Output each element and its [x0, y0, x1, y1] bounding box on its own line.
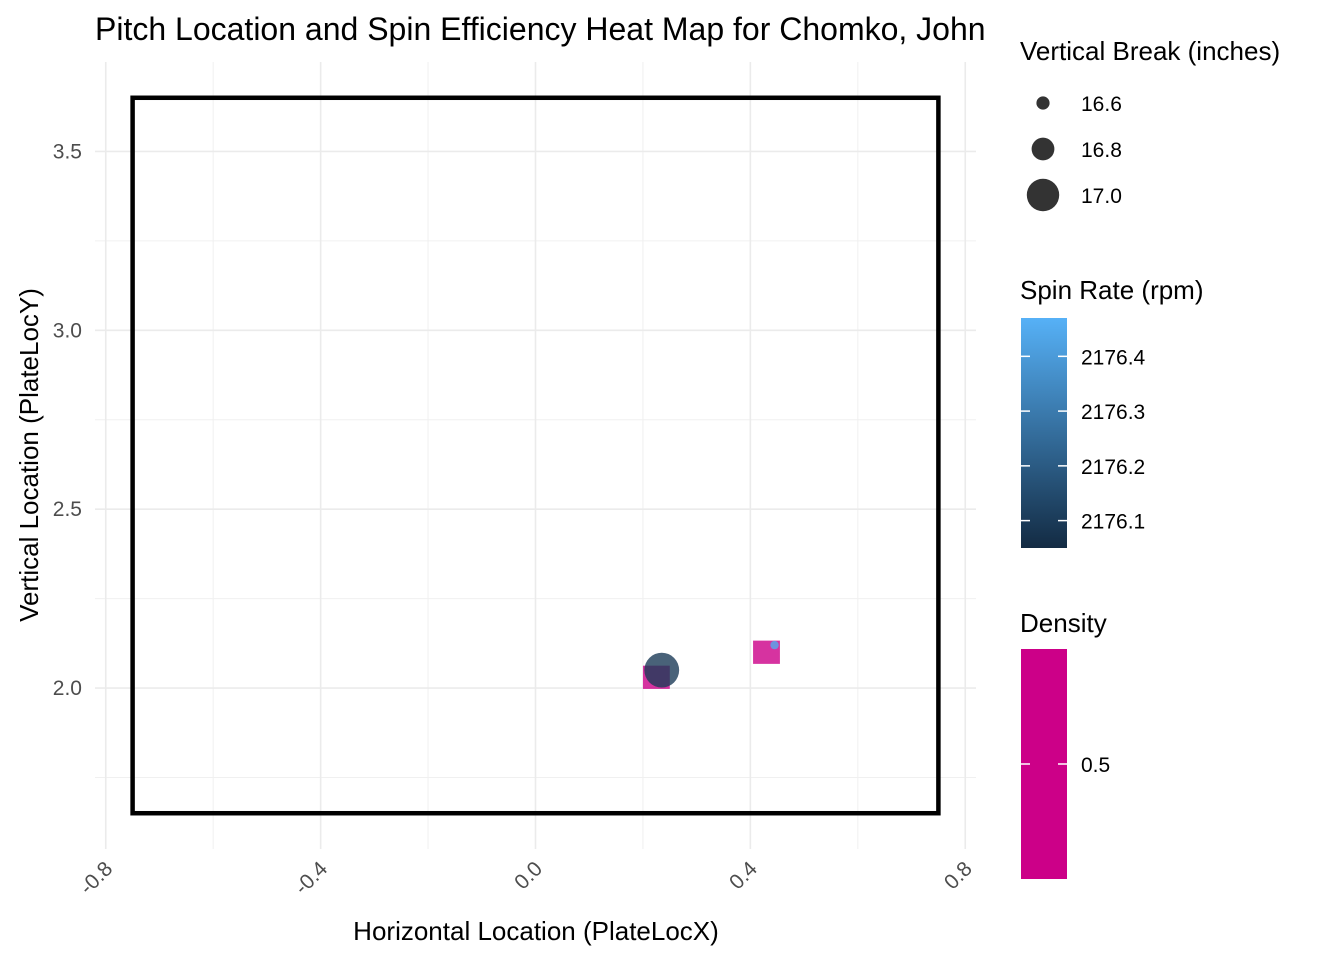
x-tick-label: -0.8 — [75, 857, 117, 899]
density-legend-title: Density — [1020, 608, 1107, 638]
spin-rate-legend-label: 2176.1 — [1081, 511, 1145, 534]
spin-rate-legend-label: 2176.2 — [1081, 456, 1145, 479]
y-tick-label: 3.5 — [53, 140, 82, 163]
size-legend: Vertical Break (inches) 16.6 16.8 17.0 — [1020, 36, 1280, 212]
x-axis-ticks: -0.8 -0.4 0.0 0.4 0.8 — [75, 857, 976, 899]
y-axis-title: Vertical Location (PlateLocY) — [14, 288, 44, 622]
pitch-point — [644, 652, 680, 688]
spin-rate-legend: Spin Rate (rpm) 2176.1 2176.2 2176.3 2176.4 — [1020, 275, 1204, 548]
spin-rate-colorbar — [1021, 318, 1067, 548]
y-tick-label: 2.0 — [53, 677, 82, 700]
size-legend-label: 17.0 — [1081, 185, 1122, 208]
y-tick-label: 2.5 — [53, 498, 82, 521]
x-tick-label: 0.8 — [940, 857, 977, 894]
spin-rate-legend-label: 2176.4 — [1081, 346, 1146, 369]
spin-rate-legend-title: Spin Rate (rpm) — [1020, 275, 1204, 305]
density-legend: Density 0.5 — [1020, 608, 1110, 879]
strike-zone — [130, 95, 941, 816]
x-tick-label: 0.0 — [510, 857, 547, 894]
size-legend-title: Vertical Break (inches) — [1020, 36, 1280, 66]
grid-major — [95, 62, 976, 849]
density-legend-label: 0.5 — [1081, 754, 1110, 777]
pitch-points — [644, 640, 779, 688]
strike-zone-rect — [130, 95, 941, 816]
size-legend-label: 16.6 — [1081, 93, 1122, 116]
x-tick-label: -0.4 — [290, 857, 332, 899]
x-axis-title: Horizontal Location (PlateLocX) — [353, 916, 719, 946]
size-legend-key — [1031, 137, 1055, 161]
size-legend-key — [1036, 96, 1050, 110]
size-legend-label: 16.8 — [1081, 139, 1122, 162]
size-legend-key — [1026, 178, 1060, 212]
chart-title: Pitch Location and Spin Efficiency Heat … — [95, 11, 986, 47]
pitch-point — [770, 640, 779, 650]
x-tick-label: 0.4 — [725, 857, 762, 894]
spin-rate-legend-label: 2176.3 — [1081, 401, 1145, 424]
y-tick-label: 3.0 — [53, 319, 82, 342]
y-axis-ticks: 2.0 2.5 3.0 3.5 — [53, 140, 82, 700]
